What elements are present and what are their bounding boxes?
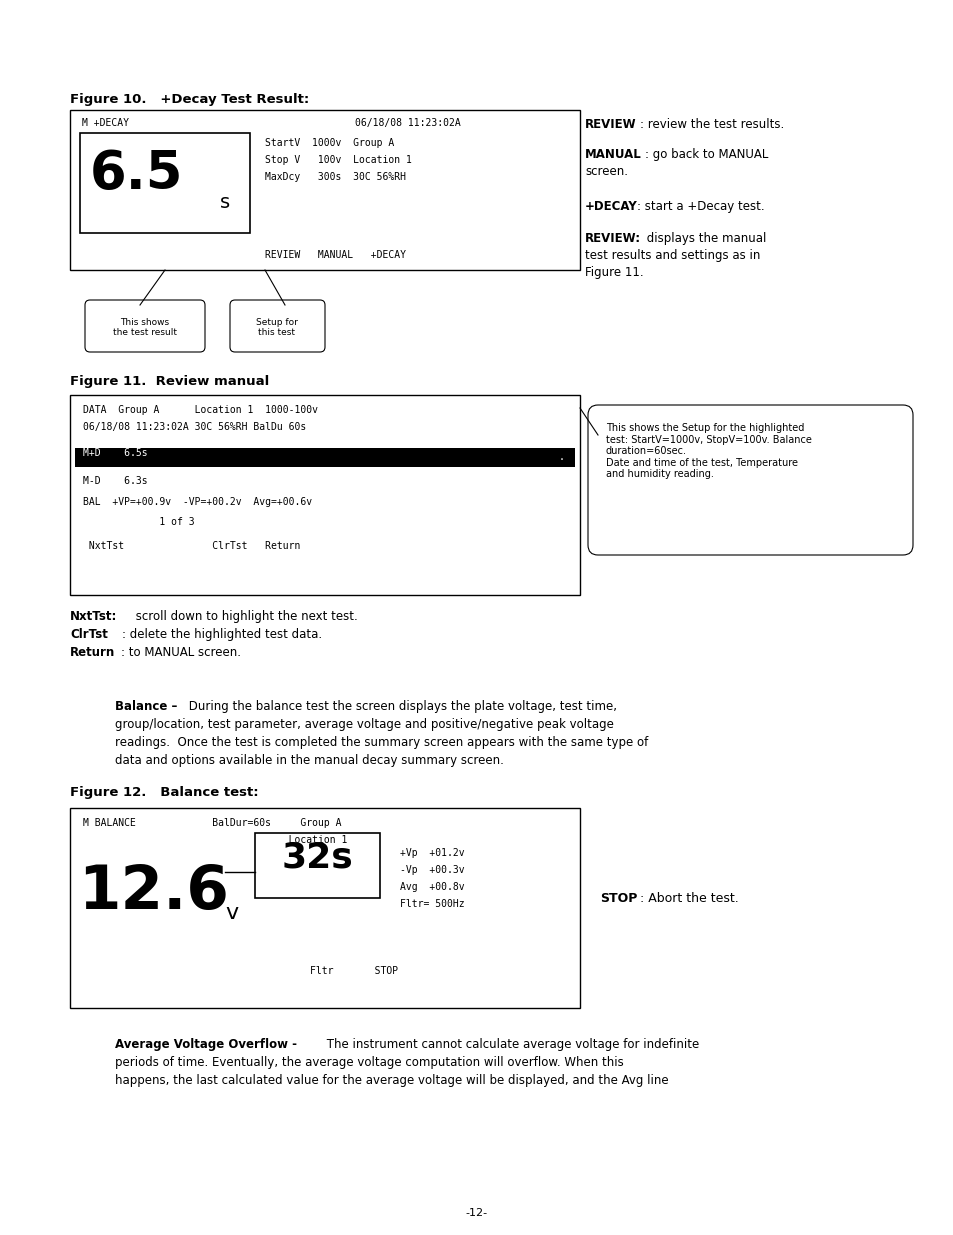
Text: This shows
the test result: This shows the test result bbox=[112, 317, 177, 337]
Text: screen.: screen. bbox=[584, 165, 627, 178]
Text: happens, the last calculated value for the average voltage will be displayed, an: happens, the last calculated value for t… bbox=[115, 1074, 668, 1087]
Bar bbox=[254, 832, 379, 898]
Text: Stop V   100v  Location 1: Stop V 100v Location 1 bbox=[265, 156, 412, 165]
Bar bbox=[75, 447, 575, 467]
Text: Fltr       STOP: Fltr STOP bbox=[310, 966, 397, 976]
FancyBboxPatch shape bbox=[85, 300, 205, 352]
Text: REVIEW   MANUAL   +DECAY: REVIEW MANUAL +DECAY bbox=[265, 249, 406, 261]
Text: STOP: STOP bbox=[599, 892, 637, 905]
Text: ClrTst: ClrTst bbox=[70, 629, 108, 641]
Text: The instrument cannot calculate average voltage for indefinite: The instrument cannot calculate average … bbox=[323, 1037, 699, 1051]
Text: 1 of 3: 1 of 3 bbox=[83, 517, 194, 527]
Text: 32s: 32s bbox=[281, 841, 353, 876]
Text: DATA  Group A      Location 1  1000-100v: DATA Group A Location 1 1000-100v bbox=[83, 405, 317, 415]
Text: Location 1: Location 1 bbox=[83, 835, 347, 845]
Text: : go back to MANUAL: : go back to MANUAL bbox=[644, 148, 767, 161]
Text: Average Voltage Overflow -: Average Voltage Overflow - bbox=[115, 1037, 296, 1051]
Bar bbox=[70, 395, 579, 595]
Text: -12-: -12- bbox=[465, 1208, 488, 1218]
Text: BAL  +VP=+00.9v  -VP=+00.2v  Avg=+00.6v: BAL +VP=+00.9v -VP=+00.2v Avg=+00.6v bbox=[83, 496, 312, 506]
Text: Fltr= 500Hz: Fltr= 500Hz bbox=[399, 899, 464, 909]
Text: Avg  +00.8v: Avg +00.8v bbox=[399, 882, 464, 892]
Text: v: v bbox=[225, 903, 238, 923]
Text: .: . bbox=[558, 452, 564, 462]
Text: data and options available in the manual decay summary screen.: data and options available in the manual… bbox=[115, 755, 503, 767]
Text: 12.6: 12.6 bbox=[78, 863, 229, 923]
Text: Figure 11.  Review manual: Figure 11. Review manual bbox=[70, 375, 269, 388]
Text: : to MANUAL screen.: : to MANUAL screen. bbox=[121, 646, 241, 659]
Text: readings.  Once the test is completed the summary screen appears with the same t: readings. Once the test is completed the… bbox=[115, 736, 648, 748]
Text: NxtTst:: NxtTst: bbox=[70, 610, 117, 622]
Text: +Vp  +01.2v: +Vp +01.2v bbox=[399, 848, 464, 858]
Text: 06/18/08 11:23:02A: 06/18/08 11:23:02A bbox=[355, 119, 460, 128]
Text: Return: Return bbox=[70, 646, 115, 659]
Text: MaxDcy   300s  30C 56%RH: MaxDcy 300s 30C 56%RH bbox=[265, 172, 406, 182]
Text: REVIEW:: REVIEW: bbox=[584, 232, 640, 245]
Text: Figure 12.   Balance test:: Figure 12. Balance test: bbox=[70, 785, 258, 799]
Text: MANUAL: MANUAL bbox=[584, 148, 641, 161]
Text: +DECAY: +DECAY bbox=[584, 200, 638, 212]
Text: s: s bbox=[220, 193, 230, 212]
Text: 06/18/08 11:23:02A 30C 56%RH BalDu 60s: 06/18/08 11:23:02A 30C 56%RH BalDu 60s bbox=[83, 422, 306, 432]
Bar bbox=[70, 110, 579, 270]
Text: NxtTst               ClrTst   Return: NxtTst ClrTst Return bbox=[83, 541, 300, 551]
Text: periods of time. Eventually, the average voltage computation will overflow. When: periods of time. Eventually, the average… bbox=[115, 1056, 623, 1070]
Bar bbox=[80, 133, 250, 233]
Text: During the balance test the screen displays the plate voltage, test time,: During the balance test the screen displ… bbox=[185, 700, 617, 713]
Text: displays the manual: displays the manual bbox=[642, 232, 765, 245]
Text: : start a +Decay test.: : start a +Decay test. bbox=[637, 200, 763, 212]
Text: -Vp  +00.3v: -Vp +00.3v bbox=[399, 864, 464, 876]
Text: scroll down to highlight the next test.: scroll down to highlight the next test. bbox=[132, 610, 357, 622]
Text: : delete the highlighted test data.: : delete the highlighted test data. bbox=[122, 629, 322, 641]
Text: M+D    6.5s: M+D 6.5s bbox=[83, 448, 148, 458]
Text: group/location, test parameter, average voltage and positive/negative peak volta: group/location, test parameter, average … bbox=[115, 718, 613, 731]
Text: test results and settings as in: test results and settings as in bbox=[584, 249, 760, 262]
FancyBboxPatch shape bbox=[230, 300, 325, 352]
Text: M-D    6.3s: M-D 6.3s bbox=[83, 477, 148, 487]
FancyBboxPatch shape bbox=[587, 405, 912, 555]
Text: : review the test results.: : review the test results. bbox=[639, 119, 783, 131]
Text: M +DECAY: M +DECAY bbox=[82, 119, 129, 128]
Text: : Abort the test.: : Abort the test. bbox=[639, 892, 738, 905]
Text: Figure 10.   +Decay Test Result:: Figure 10. +Decay Test Result: bbox=[70, 93, 309, 106]
Text: M BALANCE             BalDur=60s     Group A: M BALANCE BalDur=60s Group A bbox=[83, 818, 341, 827]
Text: This shows the Setup for the highlighted
test: StartV=1000v, StopV=100v. Balance: This shows the Setup for the highlighted… bbox=[605, 424, 811, 479]
Bar bbox=[70, 808, 579, 1008]
Text: StartV  1000v  Group A: StartV 1000v Group A bbox=[265, 138, 394, 148]
Text: REVIEW: REVIEW bbox=[584, 119, 636, 131]
Text: 6.5: 6.5 bbox=[90, 148, 183, 200]
Text: Balance –: Balance – bbox=[115, 700, 177, 713]
Text: Figure 11.: Figure 11. bbox=[584, 266, 643, 279]
Text: Setup for
this test: Setup for this test bbox=[255, 317, 297, 337]
